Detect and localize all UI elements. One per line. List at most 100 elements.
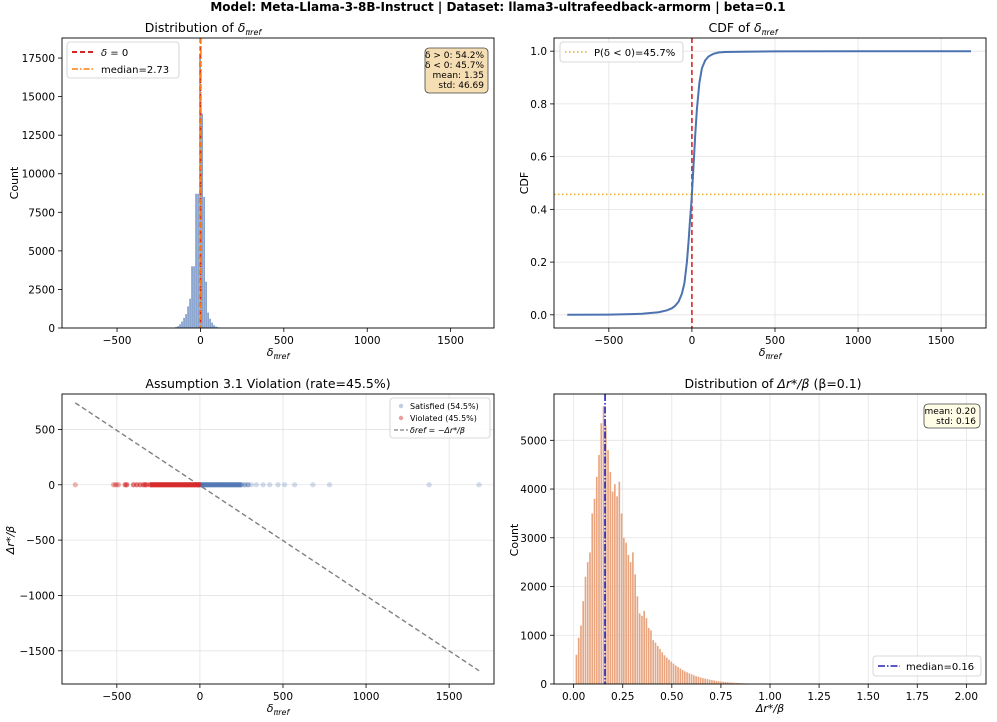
- satisfied-point: [275, 482, 281, 488]
- ytick-label: 0.8: [530, 99, 547, 111]
- legend-delta-zero-label: δ = 0: [101, 48, 128, 59]
- violated-point: [124, 482, 130, 488]
- panel2-legend: P(δ < 0)=45.7%: [559, 41, 684, 63]
- histogram-bar: [695, 676, 697, 684]
- violated-point: [114, 482, 120, 488]
- violated-point: [110, 482, 117, 488]
- panel2-frame: [553, 37, 987, 329]
- violated-point: [72, 482, 78, 488]
- histogram-bar: [604, 425, 607, 684]
- histogram-bar: [627, 554, 630, 684]
- histogram-bar: [183, 317, 185, 328]
- xtick-label: 0.50: [660, 691, 683, 703]
- histogram-bar: [584, 576, 587, 684]
- histogram-bar: [722, 681, 725, 684]
- panel4-yticks: 0 1000 2000 3000 4000 5000: [520, 435, 554, 691]
- ytick-label: −500: [26, 535, 55, 547]
- histogram-bar: [616, 496, 618, 684]
- histogram-bar: [647, 627, 650, 684]
- histogram-bar: [185, 314, 187, 328]
- satisfied-point: [253, 482, 259, 488]
- panel1-xlabel: δπref: [267, 346, 291, 361]
- xtick-label: 0: [197, 335, 204, 347]
- histogram-bar: [609, 471, 612, 684]
- ytick-label: 500: [35, 424, 55, 436]
- stats-std: std: 46.69: [438, 81, 484, 91]
- histogram-bar: [652, 640, 655, 684]
- panel4-stats-box: mean: 0.20 std: 0.16: [923, 403, 981, 429]
- histogram-bar: [634, 574, 636, 684]
- xtick-label: 1500: [928, 335, 955, 347]
- panel-delta-cdf: CDF of δπref −500 0 500 1000 1500 0.00.20.40…: [518, 20, 987, 361]
- histogram-bar: [679, 668, 682, 684]
- ytick-label: 0.4: [530, 204, 547, 216]
- histogram-bar: [706, 679, 709, 684]
- histogram-bar: [699, 677, 702, 684]
- satisfied-point: [476, 482, 482, 488]
- xtick-label: 1.75: [906, 691, 929, 703]
- histogram-bar: [632, 552, 634, 684]
- histogram-bar: [717, 681, 720, 684]
- panel3-reference-line: [74, 402, 480, 672]
- histogram-bar: [672, 663, 675, 684]
- panel4-bars: [575, 406, 772, 684]
- histogram-bar: [209, 318, 211, 328]
- histogram-bar: [704, 678, 706, 684]
- histogram-bar: [738, 683, 740, 684]
- histogram-bar: [197, 193, 199, 328]
- panel3-legend: Satisfied (54.5%) Violated (45.5%) δref …: [389, 397, 491, 439]
- histogram-bar: [618, 481, 621, 684]
- histogram-bar: [697, 676, 700, 684]
- histogram-bar: [607, 450, 609, 684]
- panel-delta-histogram: Distribution of δπref −500 0 500 1000 1500 0…: [8, 20, 495, 361]
- histogram-bar: [191, 266, 193, 328]
- histogram-bar: [602, 406, 605, 684]
- histogram-bar: [598, 454, 600, 684]
- histogram-bar: [625, 542, 627, 684]
- legend-satisfied-label: Satisfied (54.5%): [410, 402, 479, 411]
- panel3-xticks: −500 0 500 1000 1500: [102, 684, 463, 703]
- xtick-label: 1500: [436, 691, 463, 703]
- xtick-label: 0.00: [562, 691, 585, 703]
- histogram-bar: [683, 671, 686, 684]
- panel4-xticks: 0.00 0.25 0.50 0.75 1.00 1.25 1.50 1.75 2.00: [562, 684, 978, 703]
- violated-point: [115, 482, 122, 488]
- stats-mean: mean: 1.35: [433, 71, 484, 81]
- histogram-bar: [193, 266, 195, 328]
- panel2-title: CDF of δπref: [708, 20, 778, 37]
- histogram-bar: [708, 679, 711, 684]
- histogram-bar: [693, 675, 695, 684]
- xtick-label: 1.25: [807, 691, 830, 703]
- xtick-label: 0: [689, 335, 696, 347]
- ytick-label: 0: [48, 480, 55, 492]
- satisfied-point: [292, 482, 298, 488]
- panel3-yticks: −1500 −1000 −500 0 500: [19, 424, 62, 658]
- histogram-bar: [629, 562, 632, 684]
- satisfied-point: [282, 482, 288, 488]
- stats4-mean: mean: 0.20: [925, 407, 977, 417]
- histogram-bar: [179, 324, 181, 328]
- histogram-bar: [668, 659, 670, 684]
- xtick-label: −500: [103, 335, 132, 347]
- xtick-label: 500: [765, 335, 785, 347]
- legend-median-label: median=2.73: [101, 65, 169, 76]
- panel3-axes: [62, 394, 494, 684]
- histogram-bar: [735, 682, 738, 684]
- histogram-bar: [582, 601, 585, 684]
- histogram-bar: [638, 613, 641, 684]
- xtick-label: 0.75: [709, 691, 732, 703]
- histogram-bar: [724, 682, 727, 684]
- histogram-bar: [674, 665, 677, 684]
- panel1-legend: δ = 0 median=2.73: [66, 41, 180, 79]
- satisfied-point: [260, 482, 266, 488]
- violated-band: [150, 482, 200, 488]
- xtick-label: 500: [273, 691, 293, 703]
- histogram-bar: [731, 682, 734, 684]
- histogram-bar: [600, 423, 603, 684]
- ytick-label: 2500: [28, 284, 55, 296]
- histogram-bar: [620, 513, 623, 684]
- stats4-std: std: 0.16: [936, 417, 976, 427]
- panel-reward-histogram: Distribution of Δr*/β (β=0.1) 0.00 0.25 0.…: [508, 376, 987, 715]
- histogram-bar: [681, 669, 684, 684]
